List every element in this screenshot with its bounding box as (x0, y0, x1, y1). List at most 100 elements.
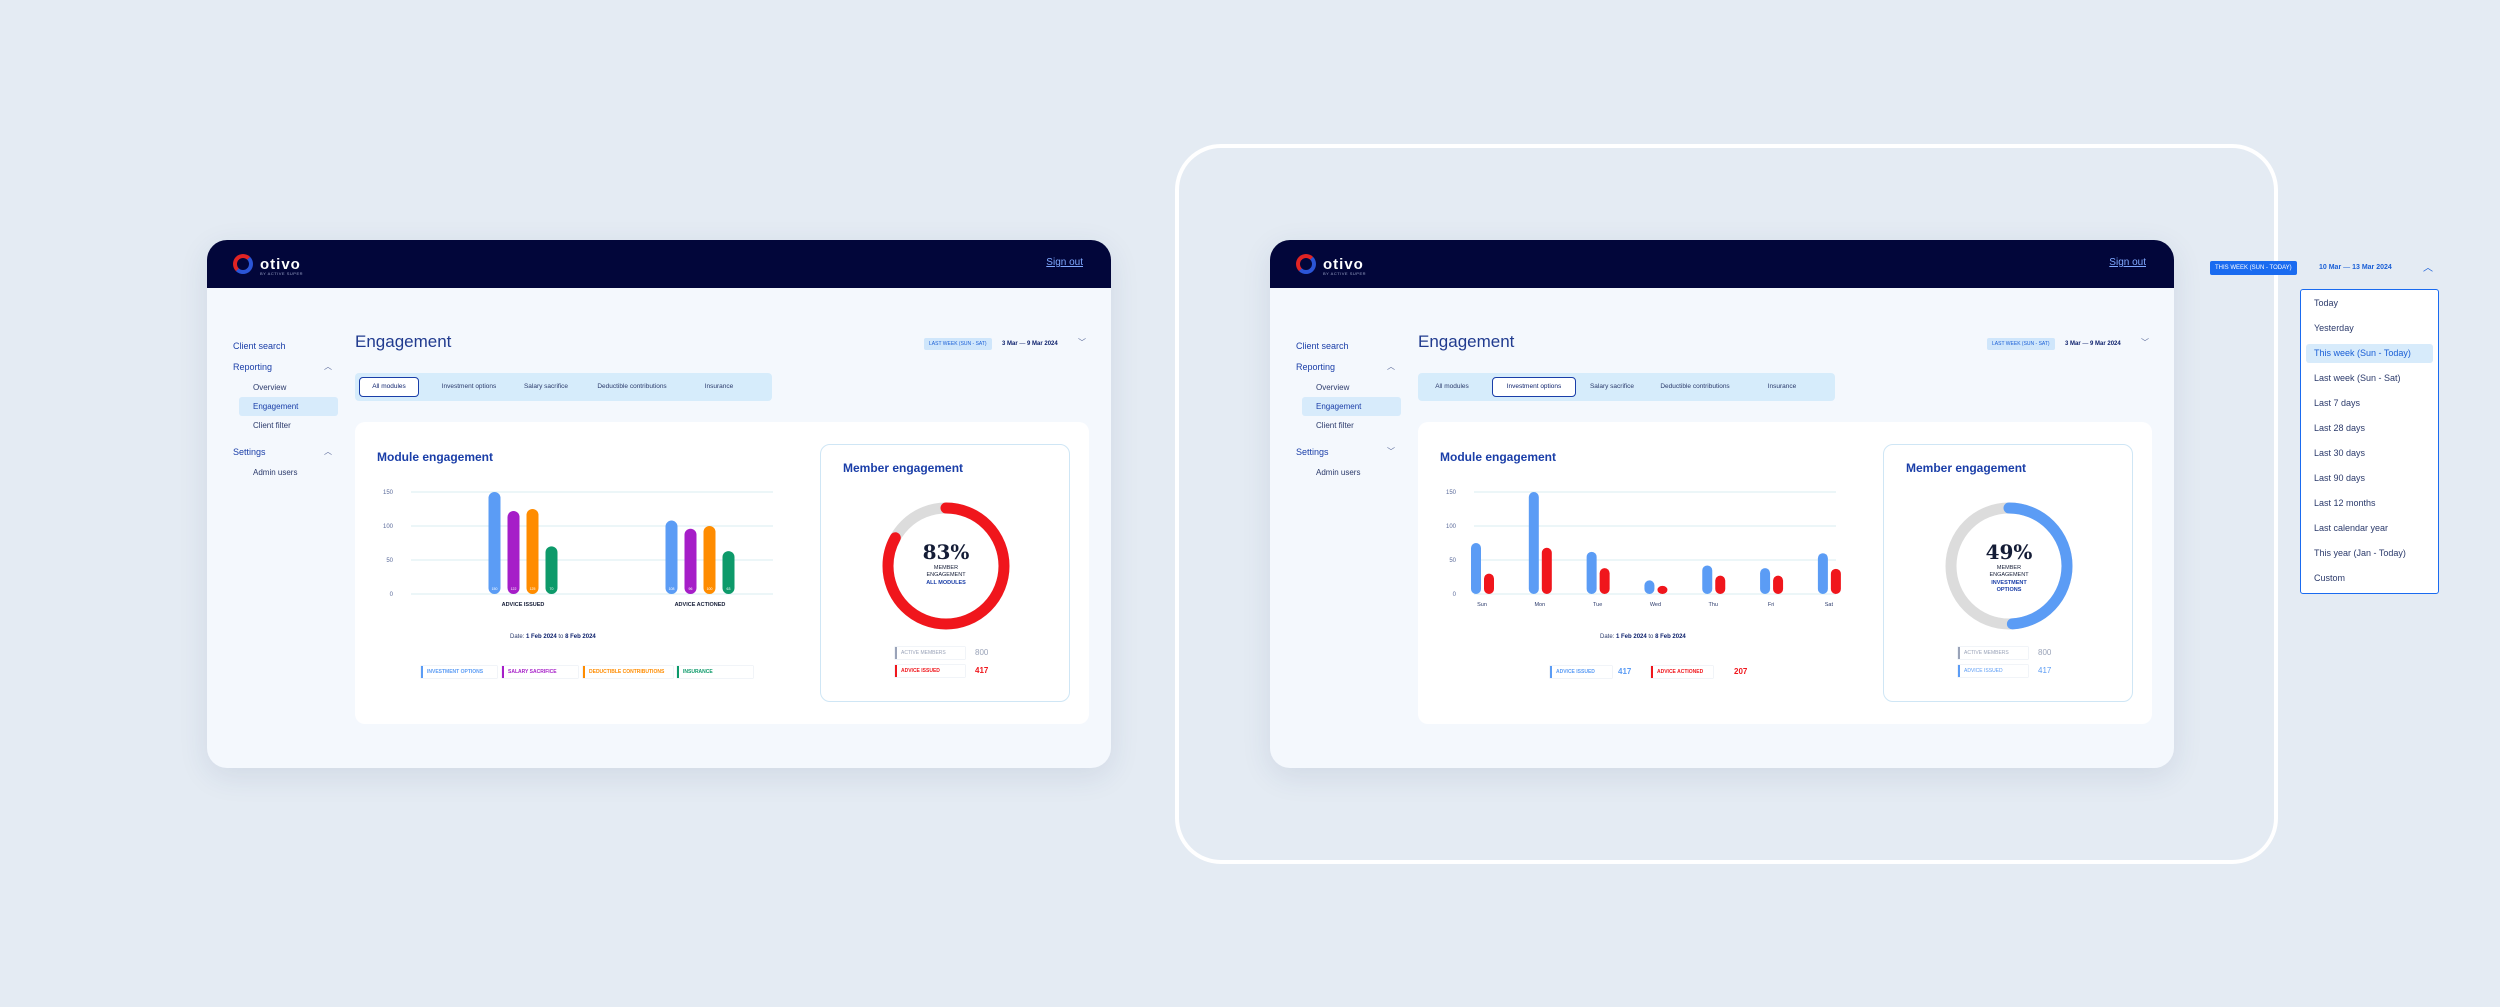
sidebar-item-admin-users[interactable]: Admin users (253, 468, 298, 477)
date-prefix: Date: (1600, 634, 1615, 640)
dropdown-option[interactable]: Last week (Sun - Sat) (2314, 373, 2401, 383)
tab-deductible-contributions[interactable]: Deductible contributions (597, 383, 667, 390)
dropdown-option[interactable]: Last calendar year (2314, 523, 2389, 533)
sidebar-item-engagement[interactable]: Engagement (239, 397, 338, 416)
x-category-label: Tue (1593, 602, 1602, 608)
date-range-badge[interactable]: LAST WEEK (SUN - SAT) (924, 338, 992, 350)
chevron-down-icon[interactable]: ﹀ (2141, 338, 2149, 347)
sidebar-item-client-filter[interactable]: Client filter (253, 421, 291, 430)
legend-advice-actioned: ADVICE ACTIONED (1651, 666, 1713, 678)
date-to: 8 Feb 2024 (565, 634, 596, 640)
tab-salary-sacrifice[interactable]: Salary sacrifice (1589, 383, 1635, 390)
dropdown-option[interactable]: Last 7 days (2314, 398, 2361, 408)
dropdown-option[interactable]: Last 30 days (2314, 448, 2366, 458)
y-tick-label: 150 (1446, 490, 1457, 496)
x-category-label: ADVICE ACTIONED (675, 602, 726, 608)
x-category-label: Thu (1709, 602, 1718, 608)
x-category-label: ADVICE ISSUED (502, 602, 545, 608)
bar (703, 526, 716, 594)
tab-salary-sacrifice[interactable]: Salary sacrifice (523, 383, 569, 390)
range-start: 3 Mar (2065, 341, 2081, 347)
bar-label: 122 (511, 587, 517, 591)
date-range-caption: Date: 1 Feb 2024 to 8 Feb 2024 (1600, 634, 1686, 640)
otivo-logo[interactable]: otivo BY ACTIVE SUPER (1296, 253, 1366, 276)
chevron-down-icon: ﹀ (1387, 447, 1395, 456)
dropdown-option[interactable]: This year (Jan - Today) (2314, 548, 2406, 558)
sidebar-item-engagement[interactable]: Engagement (1302, 397, 1401, 416)
tab-insurance[interactable]: Insurance (1767, 383, 1797, 390)
dropdown-option[interactable]: Last 12 months (2314, 498, 2376, 508)
bar-label: 150 (492, 587, 498, 591)
otivo-logo[interactable]: otivo BY ACTIVE SUPER (233, 253, 303, 276)
sidebar-item-client-filter[interactable]: Client filter (1316, 421, 1354, 430)
tab-investment-options[interactable]: Investment options (441, 383, 497, 390)
date-range-value[interactable]: 3 Mar — 9 Mar 2024 (2065, 338, 2121, 350)
stat-value: 800 (2038, 648, 2052, 657)
legend-advice-issued: ADVICE ISSUED (1550, 666, 1612, 678)
engagement-percent: 83% (922, 540, 970, 564)
bar-label: 100 (707, 587, 713, 591)
sidebar-settings-label: Settings (233, 447, 266, 457)
x-category-label: Fri (1768, 602, 1774, 608)
dropdown-range-separator: — (2343, 264, 2351, 271)
tab-insurance[interactable]: Insurance (704, 383, 734, 390)
donut-line2: ENGAGEMENT (1989, 572, 2029, 578)
member-engagement-card: Member engagement 83% MEMBER ENGAGEMENT A… (820, 444, 1070, 702)
date-to-word: to (1648, 634, 1654, 640)
this-week-badge[interactable]: THIS WEEK (SUN - TODAY) (2210, 261, 2297, 275)
dropdown-option[interactable]: This week (Sun - Today) (2306, 344, 2433, 363)
donut-module: INVESTMENT OPTIONS (1884, 580, 2134, 594)
legend-insurance: INSURANCE (677, 666, 753, 678)
page-title: Engagement (355, 332, 452, 351)
engagement-panel: Module engagement 0 50 100 150 Sun Mon Tue Wed T… (1418, 422, 2152, 724)
dropdown-option[interactable]: Yesterday (2314, 323, 2354, 333)
module-engagement-chart: 0 50 100 150 150 122 125 70 ADVICE ISSUED 108 96 10… (383, 490, 773, 608)
sidebar-item-overview[interactable]: Overview (253, 383, 287, 392)
sidebar-settings[interactable]: Settings ︿ (233, 441, 338, 463)
dropdown-option[interactable]: Last 28 days (2314, 423, 2366, 433)
page-title: Engagement (1418, 332, 1515, 351)
dropdown-date-range[interactable]: 10 Mar — 13 Mar 2024 (2319, 261, 2392, 275)
tab-all-modules[interactable]: All modules (1435, 383, 1469, 390)
sidebar-item-admin-users[interactable]: Admin users (1316, 468, 1361, 477)
engagement-panel: Module engagement 0 50 100 150 150 122 125 70 AD… (355, 422, 1089, 724)
sidebar-client-search[interactable]: Client search (233, 341, 286, 351)
bar-label: 96 (689, 587, 693, 591)
dropdown-option[interactable]: Today (2314, 298, 2339, 308)
tab-deductible-contributions[interactable]: Deductible contributions (1660, 383, 1730, 390)
chevron-up-icon[interactable]: ︿ (2423, 263, 2433, 274)
sidebar-reporting[interactable]: Reporting ︿ (1296, 356, 1401, 378)
y-tick-label: 0 (390, 592, 394, 598)
dashboard-window-all-modules: otivo BY ACTIVE SUPER Sign out Client se… (207, 240, 1111, 768)
dropdown-option[interactable]: Last 90 days (2314, 473, 2366, 483)
stat-active-members: ACTIVE MEMBERS 800 (895, 647, 995, 659)
sign-out-link[interactable]: Sign out (1046, 257, 1083, 268)
stat-advice-issued: ADVICE ISSUED 417 (1958, 665, 2058, 677)
y-tick-label: 100 (383, 524, 394, 530)
bar (1760, 568, 1771, 594)
sidebar-settings[interactable]: Settings ﹀ (1296, 441, 1401, 463)
donut-line2: ENGAGEMENT (926, 572, 966, 578)
bar (1715, 575, 1726, 594)
chevron-down-icon[interactable]: ﹀ (1078, 338, 1086, 347)
bar (1599, 568, 1610, 594)
bar-label: 108 (669, 587, 675, 591)
date-range-dropdown: Today Yesterday This week (Sun - Today) Las… (2300, 289, 2439, 594)
date-range-value[interactable]: 3 Mar — 9 Mar 2024 (1002, 338, 1058, 350)
tab-all-modules[interactable]: All modules (359, 377, 419, 397)
logo-tagline: BY ACTIVE SUPER (260, 271, 303, 276)
tab-investment-options[interactable]: Investment options (1492, 377, 1576, 397)
date-range-badge[interactable]: LAST WEEK (SUN - SAT) (1987, 338, 2055, 350)
chevron-up-icon: ︿ (324, 447, 332, 456)
engagement-percent: 49% (1985, 540, 2033, 564)
dropdown-option[interactable]: Custom (2314, 573, 2346, 583)
sign-out-link[interactable]: Sign out (2109, 257, 2146, 268)
sidebar-client-search[interactable]: Client search (1296, 341, 1349, 351)
member-engagement-donut (882, 502, 1010, 630)
legend-advice-issued-value: 417 (1618, 667, 1632, 676)
sidebar-settings-label: Settings (1296, 447, 1329, 457)
y-tick-label: 0 (1453, 592, 1457, 598)
sidebar-reporting[interactable]: Reporting ︿ (233, 356, 338, 378)
sidebar-item-overview[interactable]: Overview (1316, 383, 1350, 392)
bar (1773, 575, 1784, 594)
